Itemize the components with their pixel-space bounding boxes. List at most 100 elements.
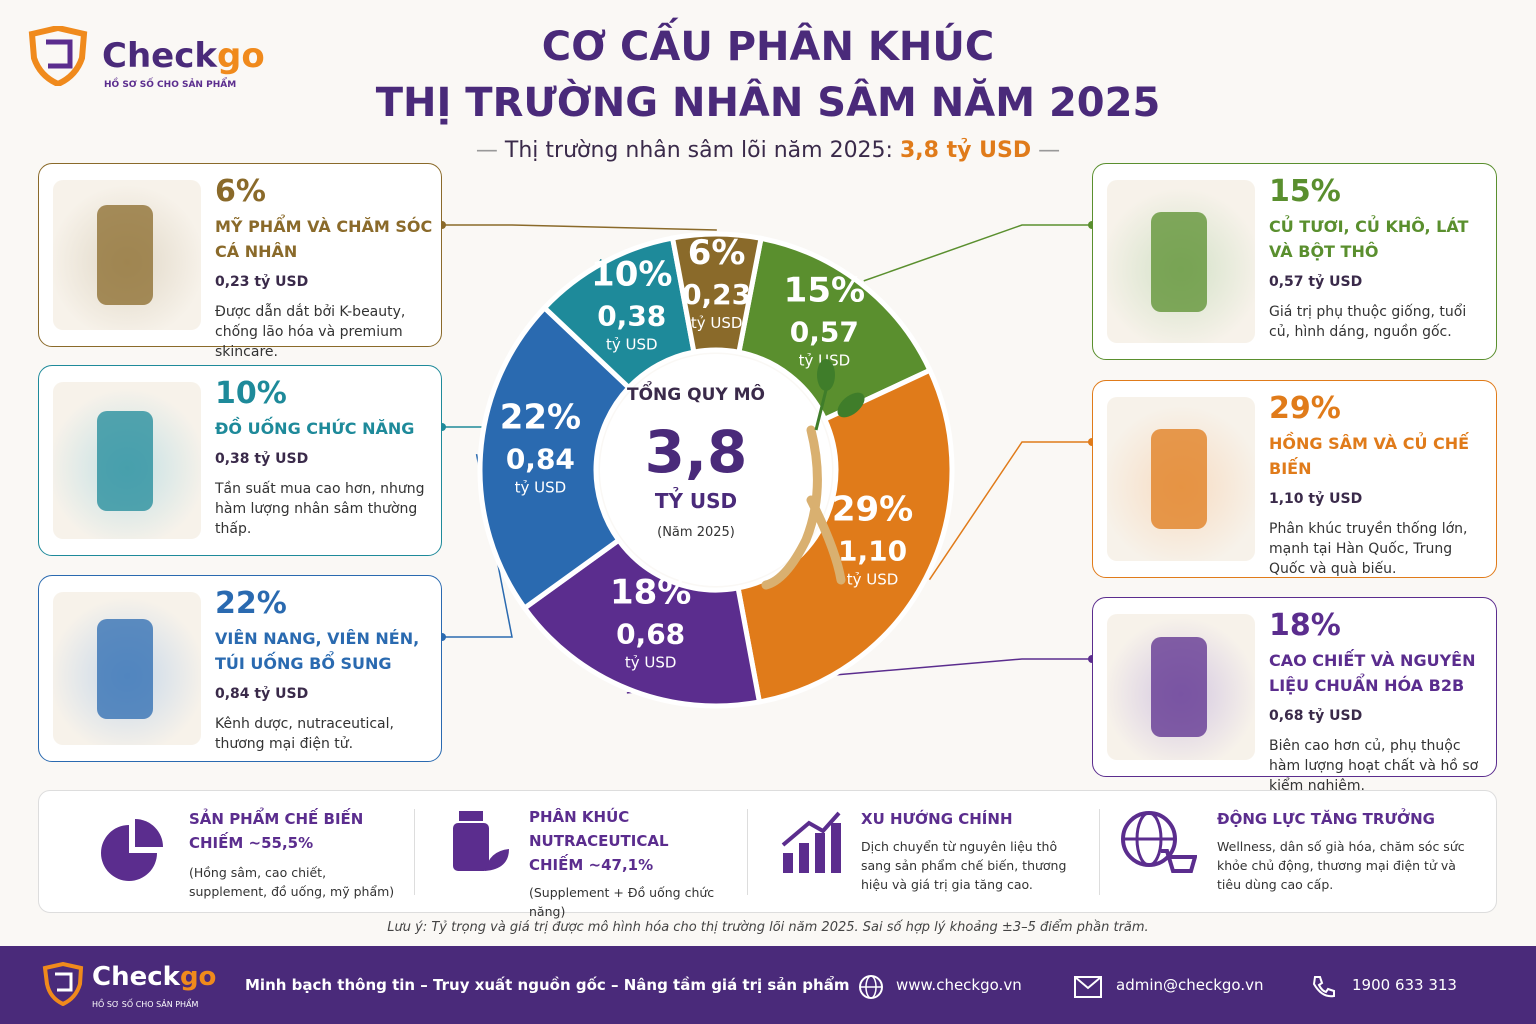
card-amount-unit: tỷ USD xyxy=(254,274,309,290)
center-value: 3,8 xyxy=(645,418,748,486)
logo-text: go xyxy=(216,36,265,76)
segment-percent: 10% xyxy=(591,254,672,294)
logo: Checkgo xyxy=(102,36,265,76)
footer-logo: Checkgo xyxy=(92,962,216,992)
donut-segment xyxy=(521,536,763,709)
card-image xyxy=(1107,180,1255,343)
segment-unit: tỷ USD xyxy=(515,478,567,496)
logo-text: go xyxy=(179,962,217,992)
card-amount: 0,68 tỷ USD xyxy=(1269,708,1362,724)
card-image-product xyxy=(1151,429,1207,529)
ginseng-leaf xyxy=(817,359,835,391)
segment-amount: 0,38 xyxy=(597,299,666,332)
card-percent: 22% xyxy=(215,586,287,621)
segment-card: 15% CỦ TƯƠI, CỦ KHÔ, LÁT VÀ BỘT THÔ 0,57 t… xyxy=(1092,163,1497,360)
segment-amount: 1,10 xyxy=(838,534,907,567)
highlight-text: Dịch chuyển từ nguyên liệu thô sang sản … xyxy=(861,839,1067,892)
ginseng-leaf xyxy=(837,392,865,418)
segment-amount: 0,23 xyxy=(682,278,751,311)
card-title: MỸ PHẨM VÀ CHĂM SÓC CÁ NHÂN xyxy=(215,217,433,261)
card-title: ĐỒ UỐNG CHỨC NĂNG xyxy=(215,419,415,438)
subtitle-value: 3,8 tỷ USD xyxy=(899,138,1032,163)
connector xyxy=(442,224,717,231)
ginseng-illustration xyxy=(761,359,865,590)
card-image xyxy=(1107,614,1255,760)
card-image xyxy=(53,592,201,745)
card-amount: 0,57 tỷ USD xyxy=(1269,274,1362,290)
card-percent: 18% xyxy=(1269,608,1341,643)
card-amount: 0,38 tỷ USD xyxy=(215,451,308,467)
card-amount-value: 0,68 xyxy=(1269,708,1304,724)
segment-card: 22% VIÊN NANG, VIÊN NÉN, TÚI UỐNG BỔ SUNG… xyxy=(38,575,442,762)
title: THỊ TRƯỜNG NHÂN SÂM NĂM 2025 xyxy=(375,80,1161,126)
donut-center xyxy=(600,354,832,586)
highlight-title: ĐỘNG LỰC TĂNG TRƯỞNG xyxy=(1217,810,1435,828)
footer-email[interactable]: admin@checkgo.vn xyxy=(1116,976,1264,994)
highlight-title: PHÂN KHÚC NUTRACEUTICAL CHIẾM ~47,1% xyxy=(529,808,669,874)
highlight-title: SẢN PHẨM CHẾ BIẾN CHIẾM ~55,5% xyxy=(189,810,364,852)
center-unit: TỶ USD xyxy=(655,488,737,513)
segment-card: 6% MỸ PHẨM VÀ CHĂM SÓC CÁ NHÂN 0,23 tỷ USD… xyxy=(38,163,442,360)
card-amount-unit: tỷ USD xyxy=(1308,274,1363,290)
card-percent: 15% xyxy=(1269,174,1341,209)
footer-phone[interactable]: 1900 633 313 xyxy=(1352,976,1457,994)
segment-unit: tỷ USD xyxy=(606,335,658,353)
ginseng-stem xyxy=(814,389,828,431)
card-title: VIÊN NANG, VIÊN NÉN, TÚI UỐNG BỔ SUNG xyxy=(215,629,420,673)
card-image xyxy=(53,180,201,330)
donut-segment xyxy=(735,235,934,423)
segment-card: 29% HỒNG SÂM VÀ CỦ CHẾ BIẾN 1,10 tỷ USD Phâ… xyxy=(1092,380,1497,578)
title: CƠ CẤU PHÂN KHÚC xyxy=(541,24,995,70)
logo-text: Check xyxy=(102,36,217,76)
card-amount-unit: tỷ USD xyxy=(254,451,309,467)
segment-percent: 15% xyxy=(784,270,865,310)
card-percent: 10% xyxy=(215,376,287,411)
connector xyxy=(928,441,1092,581)
card-percent: 29% xyxy=(1269,391,1341,426)
card-title: CỦ TƯƠI, CỦ KHÔ, LÁT VÀ BỘT THÔ xyxy=(1269,217,1469,261)
segment-percent: 22% xyxy=(500,397,581,437)
highlights-panel: SẢN PHẨM CHẾ BIẾN CHIẾM ~55,5% (Hồng sâm… xyxy=(38,790,1497,919)
icon-phone xyxy=(1312,976,1335,998)
card-title: CAO CHIẾT VÀ NGUYÊN LIỆU CHUẨN HÓA B2B xyxy=(1269,651,1476,695)
card-amount: 0,84 tỷ USD xyxy=(215,686,308,702)
segment-percent: 29% xyxy=(832,489,913,529)
card-amount: 0,23 tỷ USD xyxy=(215,274,308,290)
donut-segment xyxy=(735,366,955,705)
card-image-product xyxy=(1151,211,1207,312)
card-amount-value: 0,84 xyxy=(215,686,250,702)
highlight-title: XU HƯỚNG CHÍNH xyxy=(861,810,1013,828)
card-image xyxy=(53,382,201,539)
card-amount-value: 0,38 xyxy=(215,451,250,467)
card-amount-unit: tỷ USD xyxy=(1308,708,1363,724)
footer-logo-icon xyxy=(42,962,84,1006)
icon-bottle xyxy=(453,811,509,871)
segment-card: 10% ĐỒ UỐNG CHỨC NĂNG 0,38 tỷ USD Tần suất … xyxy=(38,365,442,556)
logo-tagline: HỒ SƠ SỐ CHO SẢN PHẨM xyxy=(104,80,237,90)
segment-amount: 0,68 xyxy=(616,617,685,650)
card-image-product xyxy=(97,205,153,305)
highlight-text: Wellness, dân số già hóa, chăm sóc sức k… xyxy=(1217,839,1465,892)
icon-mail xyxy=(1074,976,1102,998)
icon-web xyxy=(859,975,883,999)
connector xyxy=(863,224,1092,282)
subtitle-text: Thị trường nhân sâm lõi năm 2025: xyxy=(504,138,893,163)
footer-slogan: Minh bạch thông tin – Truy xuất nguồn gố… xyxy=(245,976,850,994)
card-amount-value: 1,10 xyxy=(1269,491,1304,507)
segment-amount: 0,57 xyxy=(790,315,859,348)
card-amount: 1,10 tỷ USD xyxy=(1269,491,1362,507)
card-amount-value: 0,23 xyxy=(215,274,250,290)
card-image-product xyxy=(1151,637,1207,737)
ginseng-root xyxy=(761,425,846,590)
card-description: Giá trị phụ thuộc giống, tuổi củ, hình d… xyxy=(1269,304,1467,340)
footer-website[interactable]: www.checkgo.vn xyxy=(896,976,1022,994)
donut-segment xyxy=(669,231,764,356)
card-description: Biên cao hơn củ, phụ thuộc hàm lượng hoạ… xyxy=(1269,738,1479,794)
donut-segment xyxy=(477,304,633,612)
note: Lưu ý: Tỷ trọng và giá trị được mô hình … xyxy=(387,920,1149,935)
icon-pie xyxy=(101,819,163,881)
icon-globe-cart xyxy=(1121,811,1197,873)
card-image-product xyxy=(97,410,153,511)
